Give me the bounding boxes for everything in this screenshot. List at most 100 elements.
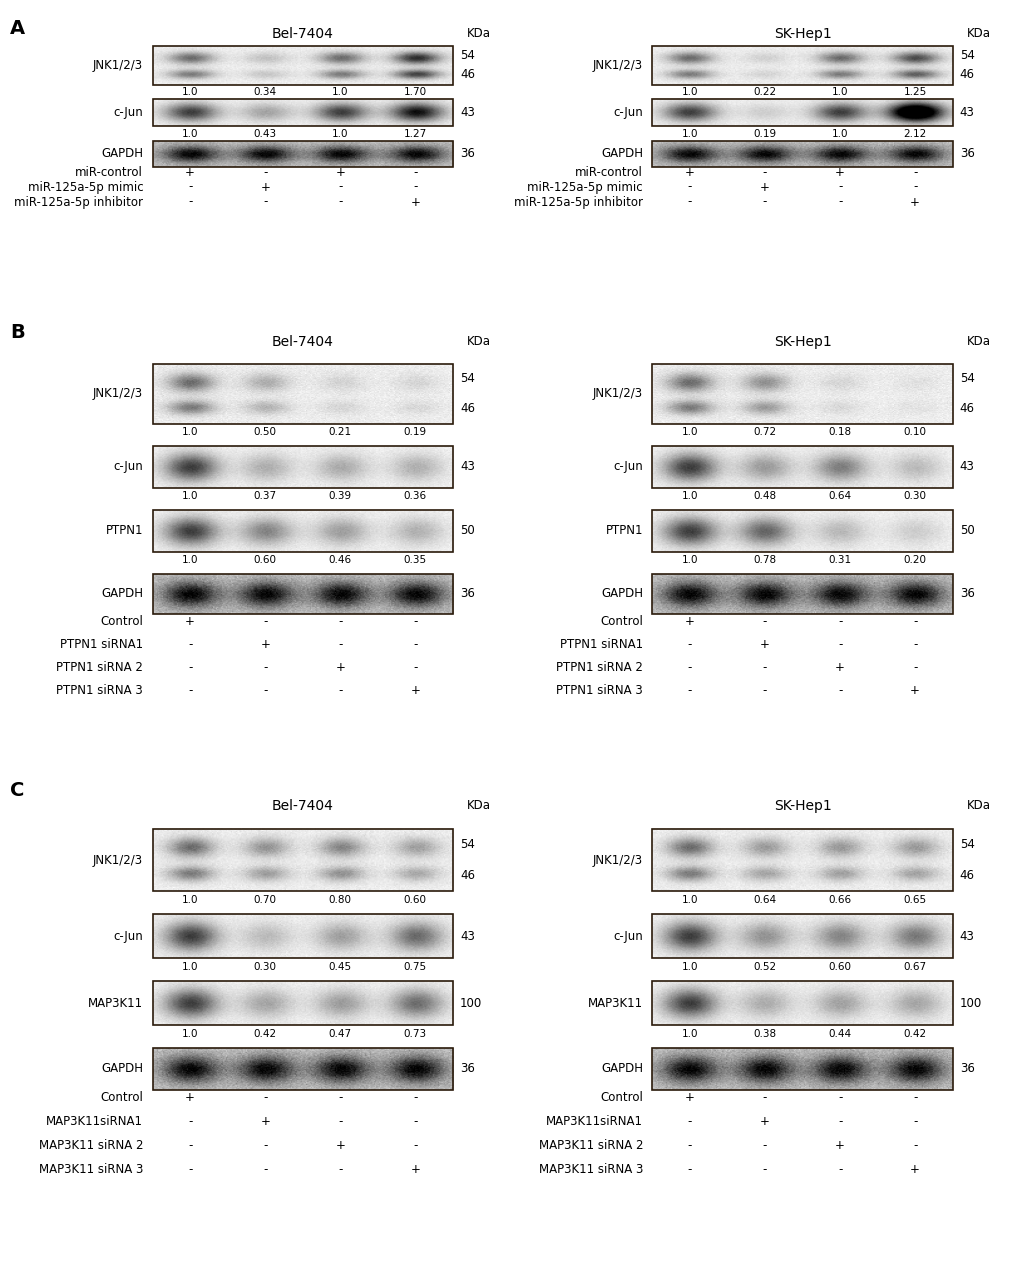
Text: -: -	[337, 1163, 342, 1176]
Text: -: -	[762, 615, 766, 628]
Text: PTPN1 siRNA 2: PTPN1 siRNA 2	[56, 661, 143, 674]
Text: KDa: KDa	[966, 799, 989, 812]
Text: 1.0: 1.0	[832, 87, 848, 97]
Text: 0.34: 0.34	[254, 87, 276, 97]
Text: KDa: KDa	[966, 27, 989, 40]
Bar	[153, 141, 452, 167]
Text: 0.38: 0.38	[753, 1029, 775, 1039]
Text: 54: 54	[959, 373, 973, 386]
Text: -: -	[337, 684, 342, 697]
Text: 0.46: 0.46	[328, 556, 352, 565]
Text: -: -	[687, 684, 692, 697]
Text: +: +	[410, 1163, 420, 1176]
Text: 1.70: 1.70	[404, 87, 427, 97]
Bar	[153, 829, 452, 892]
Bar	[153, 574, 452, 614]
Text: c-Jun: c-Jun	[612, 930, 642, 943]
Text: 1.0: 1.0	[332, 87, 348, 97]
Text: 0.37: 0.37	[254, 492, 276, 501]
Text: 1.0: 1.0	[832, 129, 848, 138]
Text: +: +	[335, 661, 344, 674]
Text: 0.42: 0.42	[254, 1029, 276, 1039]
Text: 1.0: 1.0	[181, 1029, 198, 1039]
Text: -: -	[837, 615, 842, 628]
Text: JNK1/2/3: JNK1/2/3	[592, 59, 642, 72]
Text: PTPN1: PTPN1	[106, 524, 143, 537]
Text: 1.0: 1.0	[181, 962, 198, 972]
Text: SK-Hep1: SK-Hep1	[772, 27, 830, 41]
Text: 0.60: 0.60	[827, 962, 851, 972]
Text: 0.36: 0.36	[404, 492, 427, 501]
Text: 36: 36	[959, 147, 973, 160]
Text: -: -	[912, 1091, 916, 1104]
Text: SK-Hep1: SK-Hep1	[772, 799, 830, 813]
Text: -: -	[687, 1163, 692, 1176]
Text: c-Jun: c-Jun	[113, 930, 143, 943]
Text: -: -	[762, 165, 766, 178]
Text: -: -	[337, 638, 342, 651]
Text: 0.45: 0.45	[328, 962, 352, 972]
Text: JNK1/2/3: JNK1/2/3	[592, 387, 642, 401]
Text: Control: Control	[599, 615, 642, 628]
Text: 0.19: 0.19	[753, 129, 775, 138]
Text: -: -	[762, 1139, 766, 1153]
Text: 46: 46	[959, 68, 974, 82]
Text: 1.27: 1.27	[404, 129, 427, 138]
Bar	[153, 915, 452, 958]
Text: 0.30: 0.30	[254, 962, 276, 972]
Text: KDa: KDa	[467, 336, 490, 348]
Text: c-Jun: c-Jun	[612, 460, 642, 473]
Text: GAPDH: GAPDH	[101, 1062, 143, 1075]
Text: -: -	[837, 181, 842, 193]
Bar	[652, 99, 952, 127]
Text: 1.0: 1.0	[181, 556, 198, 565]
Text: 36: 36	[460, 587, 474, 601]
Text: +: +	[410, 684, 420, 697]
Bar	[652, 446, 952, 488]
Text: 0.80: 0.80	[328, 895, 352, 904]
Text: -: -	[187, 196, 193, 209]
Text: 1.0: 1.0	[181, 129, 198, 138]
Bar	[153, 364, 452, 424]
Text: 43: 43	[460, 930, 474, 943]
Text: miR-125a-5p inhibitor: miR-125a-5p inhibitor	[514, 196, 642, 209]
Text: A: A	[10, 19, 25, 38]
Text: 0.21: 0.21	[328, 427, 352, 437]
Text: GAPDH: GAPDH	[600, 1062, 642, 1075]
Text: C: C	[10, 781, 24, 801]
Text: MAP3K11 siRNA 3: MAP3K11 siRNA 3	[39, 1163, 143, 1176]
Bar	[153, 510, 452, 552]
Text: 54: 54	[959, 49, 973, 61]
Text: PTPN1 siRNA 3: PTPN1 siRNA 3	[555, 684, 642, 697]
Text: -: -	[837, 196, 842, 209]
Text: MAP3K11 siRNA 3: MAP3K11 siRNA 3	[538, 1163, 642, 1176]
Text: PTPN1 siRNA1: PTPN1 siRNA1	[60, 638, 143, 651]
Text: 0.72: 0.72	[753, 427, 775, 437]
Text: MAP3K11siRNA1: MAP3K11siRNA1	[46, 1116, 143, 1129]
Bar	[652, 46, 952, 85]
Text: -: -	[687, 1139, 692, 1153]
Text: -: -	[263, 684, 267, 697]
Text: 1.0: 1.0	[681, 427, 697, 437]
Text: -: -	[837, 1091, 842, 1104]
Text: -: -	[687, 638, 692, 651]
Text: -: -	[413, 638, 417, 651]
Text: -: -	[413, 615, 417, 628]
Text: 46: 46	[460, 870, 475, 883]
Text: -: -	[263, 661, 267, 674]
Text: -: -	[263, 1139, 267, 1153]
Text: 1.0: 1.0	[681, 895, 697, 904]
Text: 54: 54	[460, 49, 474, 61]
Text: 1.0: 1.0	[181, 492, 198, 501]
Text: Control: Control	[100, 615, 143, 628]
Text: 0.22: 0.22	[753, 87, 775, 97]
Text: +: +	[759, 1116, 769, 1129]
Text: GAPDH: GAPDH	[600, 147, 642, 160]
Text: c-Jun: c-Jun	[113, 106, 143, 119]
Text: 0.64: 0.64	[753, 895, 775, 904]
Text: +: +	[835, 165, 844, 178]
Text: JNK1/2/3: JNK1/2/3	[93, 853, 143, 867]
Text: 0.66: 0.66	[827, 895, 851, 904]
Text: +: +	[759, 638, 769, 651]
Text: 1.0: 1.0	[681, 87, 697, 97]
